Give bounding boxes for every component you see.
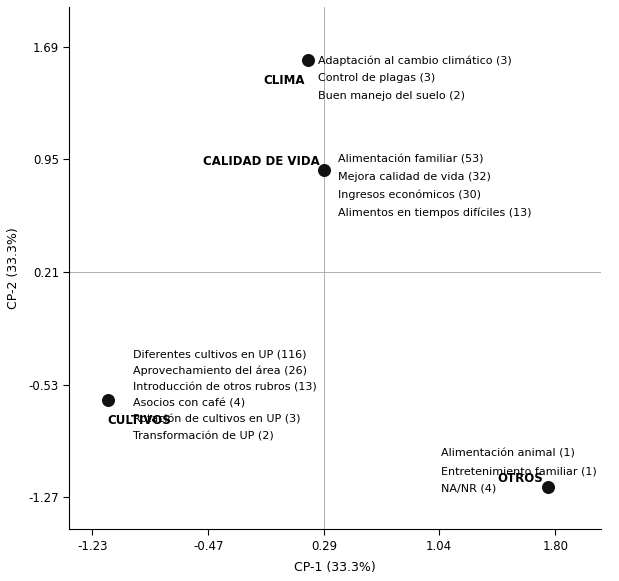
- Text: Buen manejo del suelo (2): Buen manejo del suelo (2): [318, 91, 465, 101]
- Point: [543, 482, 553, 492]
- Point: [103, 395, 113, 404]
- Text: Aprovechamiento del área (26): Aprovechamiento del área (26): [134, 366, 308, 376]
- Text: Asocios con café (4): Asocios con café (4): [134, 399, 246, 408]
- Y-axis label: CP-2 (33.3%): CP-2 (33.3%): [7, 227, 20, 309]
- Point: [319, 165, 329, 174]
- Text: Adaptación al cambio climático (3): Adaptación al cambio climático (3): [318, 56, 512, 66]
- Text: NA/NR (4): NA/NR (4): [441, 483, 496, 494]
- Text: CULTIVOS: CULTIVOS: [108, 414, 171, 426]
- Text: Alimentos en tiempos difíciles (13): Alimentos en tiempos difíciles (13): [338, 207, 532, 218]
- Text: Rotación de cultivos en UP (3): Rotación de cultivos en UP (3): [134, 415, 301, 425]
- Text: Diferentes cultivos en UP (116): Diferentes cultivos en UP (116): [134, 350, 307, 360]
- Text: Transformación de UP (2): Transformación de UP (2): [134, 431, 274, 441]
- Text: Entretenimiento familiar (1): Entretenimiento familiar (1): [441, 466, 596, 476]
- Text: CALIDAD DE VIDA: CALIDAD DE VIDA: [203, 155, 320, 168]
- Text: Mejora calidad de vida (32): Mejora calidad de vida (32): [338, 172, 491, 182]
- Text: Control de plagas (3): Control de plagas (3): [318, 73, 436, 83]
- Text: OTROS: OTROS: [497, 472, 543, 485]
- Text: Introducción de otros rubros (13): Introducción de otros rubros (13): [134, 382, 318, 392]
- Point: [303, 56, 313, 65]
- Text: CLIMA: CLIMA: [263, 74, 305, 87]
- X-axis label: CP-1 (33.3%): CP-1 (33.3%): [294, 561, 376, 574]
- Text: Alimentación animal (1): Alimentación animal (1): [441, 449, 574, 458]
- Text: Alimentación familiar (53): Alimentación familiar (53): [338, 155, 483, 164]
- Text: Ingresos económicos (30): Ingresos económicos (30): [338, 189, 481, 200]
